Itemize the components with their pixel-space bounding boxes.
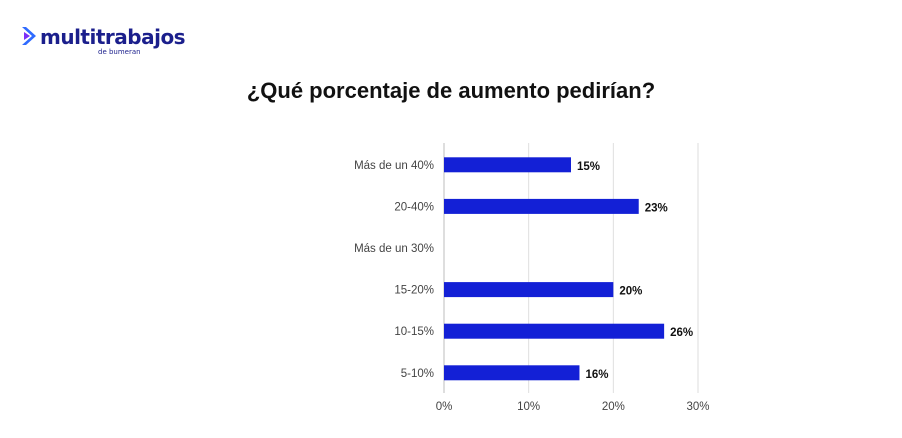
x-tick-label: 0% [436, 401, 453, 413]
data-label: 16% [585, 369, 608, 381]
brand-logo-icon [22, 27, 36, 45]
data-label: 15% [577, 161, 600, 173]
data-label: 26% [670, 327, 693, 339]
bar [444, 323, 665, 339]
bar [444, 157, 571, 173]
bar [444, 198, 639, 214]
bar [444, 365, 580, 381]
data-label: 23% [645, 202, 668, 214]
x-tick-label: 30% [686, 401, 709, 413]
chart-title: ¿Qué porcentaje de aumento pedirían? [246, 78, 656, 103]
category-label: 15-20% [394, 285, 434, 297]
category-label: Más de un 40% [354, 160, 434, 172]
x-tick-label: 10% [517, 401, 540, 413]
labels: 0% 10% 20% 30% Más de un 40% 15% 20-40% 23% Más … [354, 160, 709, 413]
category-label: Más de un 30% [354, 243, 434, 255]
data-label: 20% [619, 286, 642, 298]
bar [444, 282, 614, 298]
brand-subtitle: de bumeran [98, 48, 141, 56]
x-tick-label: 20% [602, 401, 625, 413]
brand-name: multitrabajos [40, 25, 186, 49]
gridlines [443, 143, 699, 393]
category-label: 10-15% [394, 326, 434, 338]
category-label: 20-40% [394, 201, 434, 213]
bars [444, 157, 665, 381]
category-label: 5-10% [401, 368, 434, 380]
